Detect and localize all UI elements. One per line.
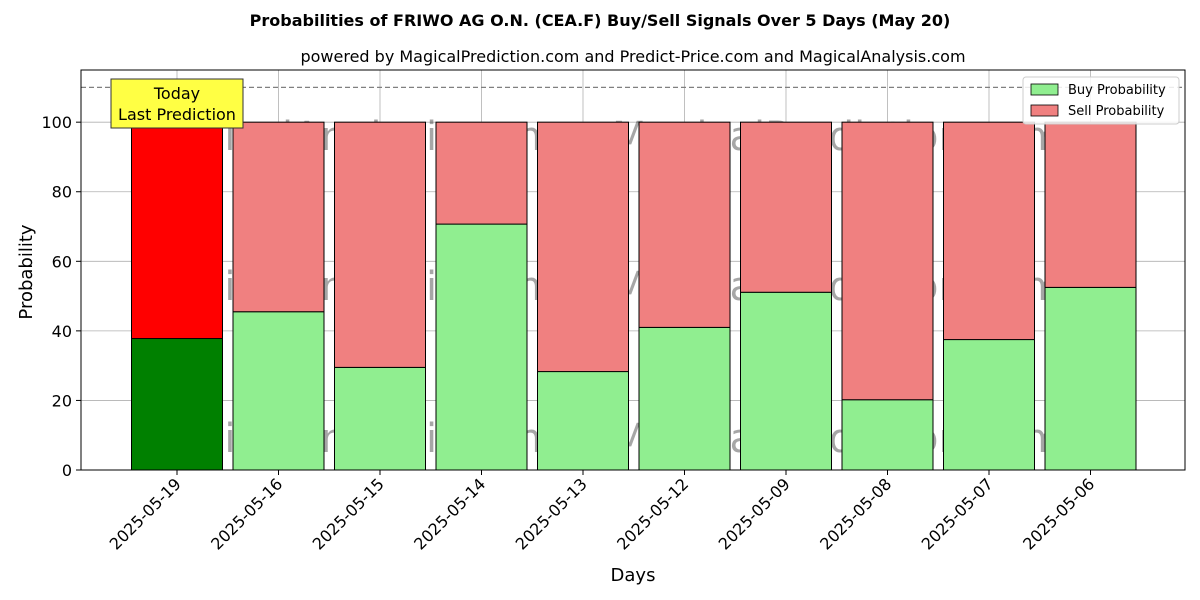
x-tick-label: 2025-05-19 (106, 474, 185, 553)
annotation-line2: Last Prediction (118, 105, 236, 124)
chart-title: Probabilities of FRIWO AG O.N. (CEA.F) B… (250, 11, 951, 30)
legend-sell-label: Sell Probability (1068, 104, 1165, 119)
legend-frame (1022, 76, 1180, 125)
y-tick-label: 20 (52, 391, 72, 410)
y-tick-label: 0 (62, 461, 72, 480)
x-tick-label: 2025-05-08 (816, 474, 895, 553)
bars (131, 121, 1137, 471)
legend-sell-swatch (1030, 104, 1059, 117)
x-tick-label: 2025-05-12 (613, 474, 692, 553)
legend-buy-label: Buy Probability (1068, 83, 1166, 98)
sell-bar (334, 121, 426, 368)
y-tick-label: 40 (52, 322, 72, 341)
y-axis-label: Probability (16, 224, 37, 319)
buy-bar (537, 371, 629, 471)
buy-bar (1044, 286, 1137, 471)
buy-bar (740, 291, 832, 471)
chart-subtitle: powered by MagicalPrediction.com and Pre… (300, 47, 965, 66)
x-tick-label: 2025-05-07 (918, 474, 997, 553)
buy-bar (943, 339, 1035, 471)
y-axis: 0 20 40 60 80 100 (41, 113, 81, 480)
legend: Buy Probability Sell Probability (1022, 76, 1180, 125)
sell-bar (537, 121, 629, 373)
buy-bar (131, 338, 223, 471)
x-tick-label: 2025-05-09 (715, 474, 794, 553)
annotation-box (110, 78, 244, 129)
legend-buy-swatch (1030, 83, 1059, 96)
buy-bar (232, 311, 325, 471)
today-annotation: Today Last Prediction (110, 78, 244, 129)
x-tick-label: 2025-05-06 (1019, 474, 1098, 553)
x-tick-label: 2025-05-15 (309, 474, 388, 553)
buy-bar (841, 399, 934, 471)
sell-bar (943, 121, 1035, 341)
sell-bar (232, 121, 325, 313)
buy-bar (638, 326, 731, 471)
sell-bar (435, 121, 528, 225)
annotation-line1: Today (153, 84, 200, 103)
buy-bar (334, 366, 426, 471)
sell-bar (131, 121, 223, 340)
y-tick-label: 100 (41, 113, 72, 132)
x-tick-label: 2025-05-14 (410, 474, 489, 553)
y-tick-label: 80 (52, 183, 72, 202)
x-axis-label: Days (611, 565, 656, 586)
sell-bar (638, 121, 731, 328)
sell-bar (841, 121, 934, 401)
buy-bar (435, 223, 528, 471)
plot-frame (80, 69, 1186, 471)
sell-bar (740, 121, 832, 293)
x-tick-label: 2025-05-13 (512, 474, 591, 553)
x-tick-label: 2025-05-16 (207, 474, 286, 553)
sell-bar (1044, 121, 1137, 288)
y-tick-label: 60 (52, 252, 72, 271)
x-axis: 2025-05-19 2025-05-16 2025-05-15 2025-05-14… (106, 470, 1098, 554)
